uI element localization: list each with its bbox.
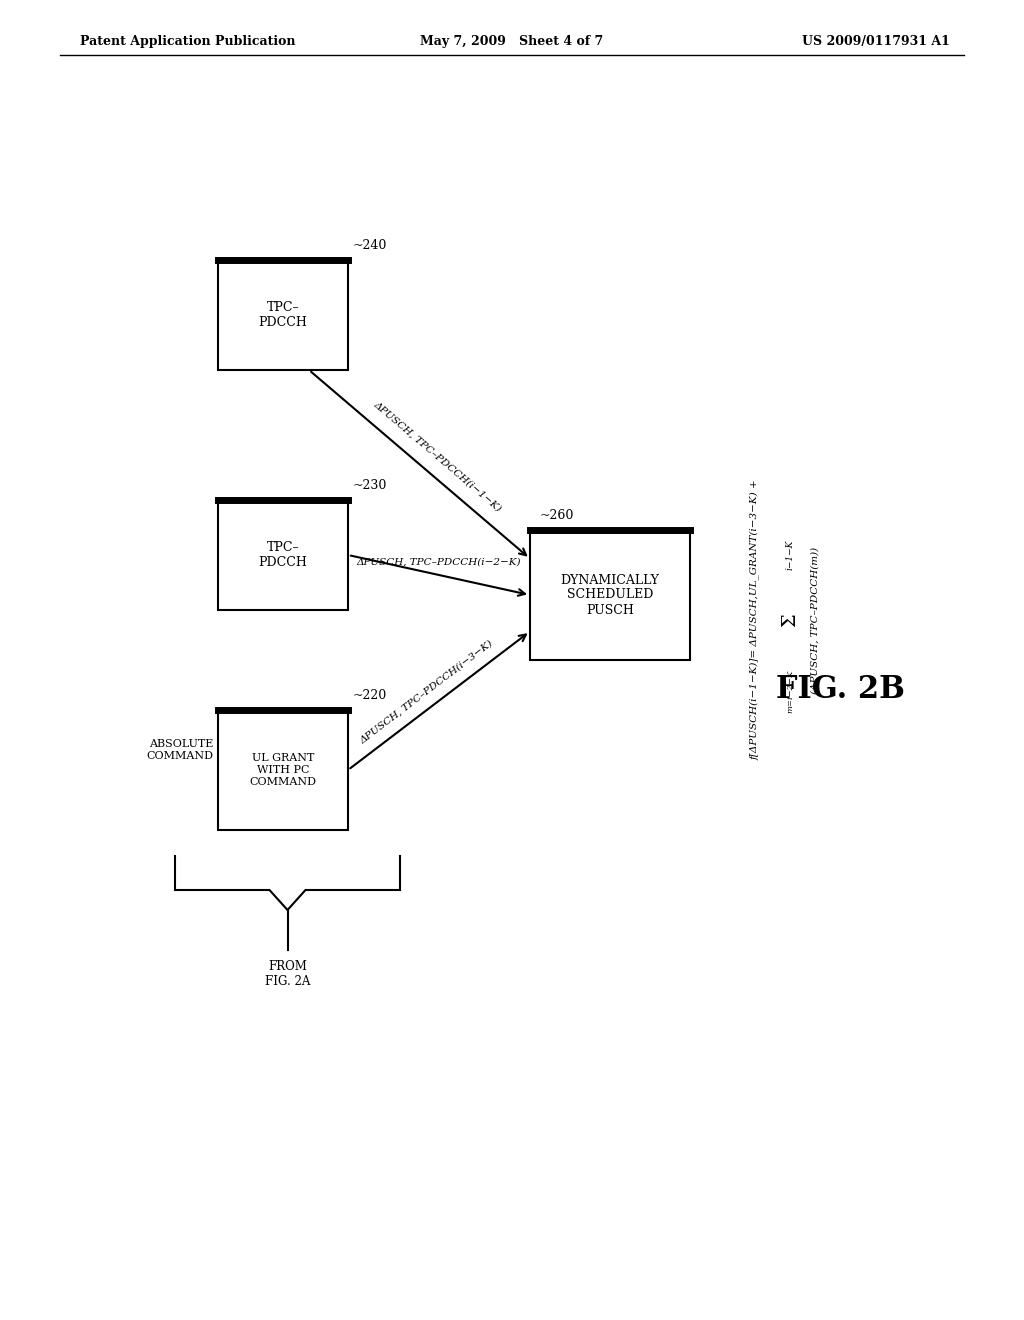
Text: ~260: ~260 xyxy=(540,510,574,521)
Text: (ΔPUSCH, TPC–PDCCH(m)): (ΔPUSCH, TPC–PDCCH(m)) xyxy=(811,546,819,693)
Text: US 2009/0117931 A1: US 2009/0117931 A1 xyxy=(802,36,950,48)
Text: ~240: ~240 xyxy=(353,239,387,252)
Text: ABSOLUTE
COMMAND: ABSOLUTE COMMAND xyxy=(146,739,213,760)
Bar xyxy=(218,500,348,610)
Text: ΔPUSCH, TPC–PDCCH(i−2−K): ΔPUSCH, TPC–PDCCH(i−2−K) xyxy=(356,558,521,568)
Text: FIG. 2B: FIG. 2B xyxy=(775,675,904,705)
Text: ~220: ~220 xyxy=(353,689,387,702)
Text: FROM
FIG. 2A: FROM FIG. 2A xyxy=(265,960,310,987)
Bar xyxy=(218,710,348,830)
Text: Σ: Σ xyxy=(781,612,799,627)
Text: m=i−2−K: m=i−2−K xyxy=(786,671,794,713)
Text: ΔPUSCH, TPC–PDCCH(i−1−K): ΔPUSCH, TPC–PDCCH(i−1−K) xyxy=(372,399,503,512)
Text: f[ΔPUSCH(i−1−K)]= ΔPUSCH,UL_GRANT(i−3−K) +: f[ΔPUSCH(i−1−K)]= ΔPUSCH,UL_GRANT(i−3−K)… xyxy=(751,479,760,760)
Bar xyxy=(530,531,690,660)
Text: ΔPUSCH, TPC–PDCCH(i−3−K): ΔPUSCH, TPC–PDCCH(i−3−K) xyxy=(358,639,495,746)
Text: TPC–
PDCCH: TPC– PDCCH xyxy=(259,301,307,329)
Text: Patent Application Publication: Patent Application Publication xyxy=(80,36,296,48)
Text: UL GRANT
WITH PC
COMMAND: UL GRANT WITH PC COMMAND xyxy=(250,754,316,787)
Text: DYNAMICALLY
SCHEDULED
PUSCH: DYNAMICALLY SCHEDULED PUSCH xyxy=(560,573,659,616)
Text: TPC–
PDCCH: TPC– PDCCH xyxy=(259,541,307,569)
Text: ~230: ~230 xyxy=(353,479,387,492)
Text: May 7, 2009   Sheet 4 of 7: May 7, 2009 Sheet 4 of 7 xyxy=(421,36,603,48)
Text: i−1−K: i−1−K xyxy=(785,540,795,570)
Bar xyxy=(218,260,348,370)
